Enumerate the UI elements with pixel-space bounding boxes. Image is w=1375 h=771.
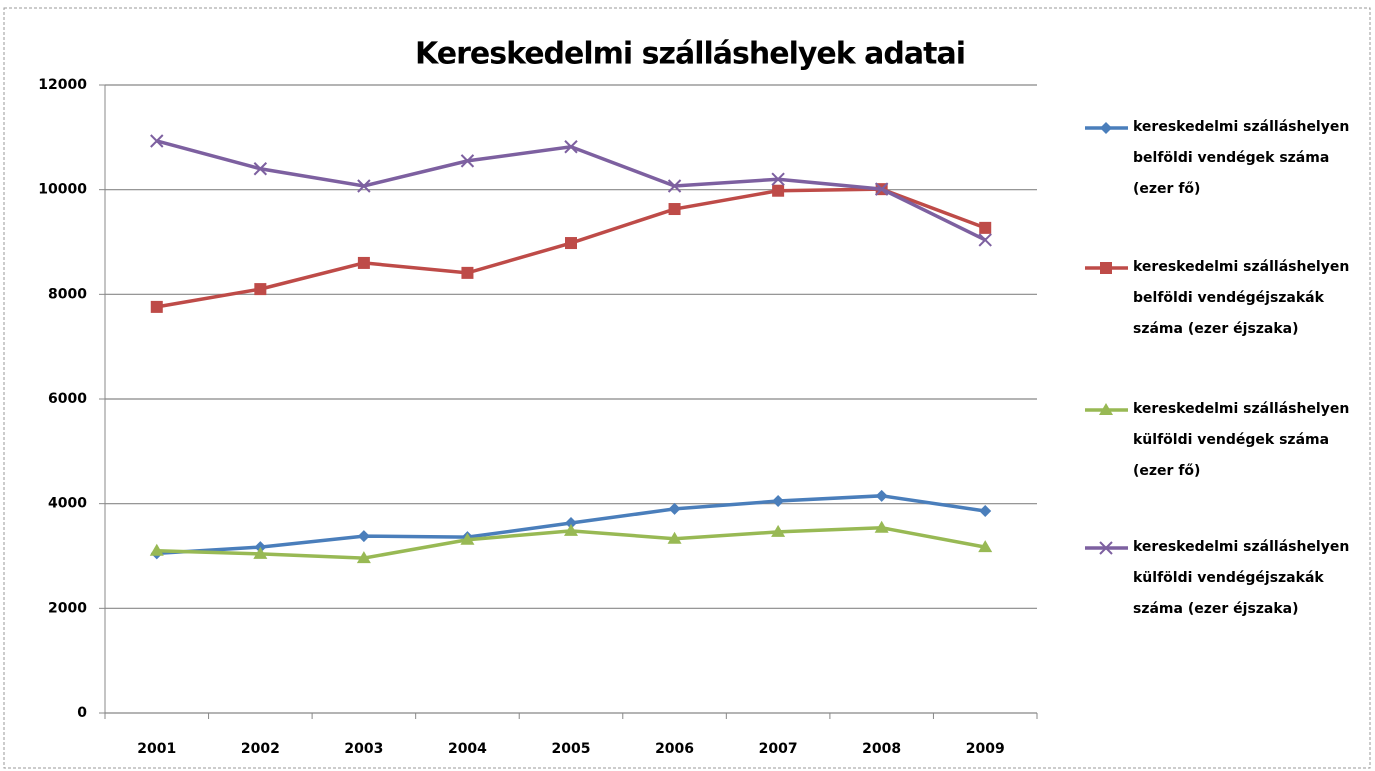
- point-marker: [772, 184, 785, 197]
- point-marker: [979, 504, 992, 517]
- point-marker: [460, 532, 475, 545]
- x-tick-label: 2002: [241, 741, 280, 757]
- chart-border: [3, 7, 1371, 769]
- point-marker: [461, 266, 474, 279]
- point-marker: [772, 495, 785, 508]
- legend-marker: [1099, 541, 1113, 555]
- point-marker: [667, 531, 682, 544]
- point-marker: [668, 502, 681, 515]
- point-marker: [565, 517, 577, 530]
- point-marker: [357, 530, 370, 543]
- y-tick-label: 8000: [48, 286, 87, 302]
- legend-marker: [1100, 262, 1112, 274]
- point-marker: [149, 543, 164, 556]
- x-tick-label: 2009: [966, 741, 1005, 757]
- point-marker: [150, 300, 163, 313]
- y-tick-label: 4000: [48, 496, 87, 512]
- y-tick-label: 6000: [48, 391, 87, 407]
- point-marker: [356, 551, 371, 564]
- point-marker: [357, 179, 371, 193]
- x-tick-label: 2001: [137, 741, 176, 757]
- legend-entry: kereskedelmi szálláshelyen külföldi vend…: [1133, 401, 1350, 479]
- point-marker: [875, 489, 888, 502]
- point-marker: [668, 203, 681, 216]
- point-marker: [564, 140, 578, 154]
- legend-entry: kereskedelmi szálláshelyen belföldi vend…: [1133, 259, 1350, 337]
- y-tick-label: 10000: [38, 182, 87, 198]
- x-tick-label: 2004: [448, 741, 487, 757]
- point-marker: [357, 256, 370, 269]
- point-marker: [771, 524, 786, 537]
- point-marker: [874, 520, 889, 533]
- point-marker: [874, 182, 889, 196]
- point-marker: [253, 162, 268, 176]
- y-tick-label: 12000: [38, 77, 87, 93]
- x-tick-label: 2005: [552, 741, 591, 757]
- y-tick-label: 0: [77, 705, 87, 721]
- legend-marker: [1100, 122, 1112, 134]
- x-tick-label: 2006: [655, 741, 694, 757]
- x-tick-label: 2007: [759, 741, 798, 757]
- point-marker: [253, 546, 268, 559]
- point-marker: [460, 154, 475, 168]
- y-tick-label: 2000: [48, 600, 87, 616]
- point-marker: [978, 233, 992, 247]
- legend-marker: [1099, 403, 1113, 415]
- legend-entry: kereskedelmi szálláshelyen külföldi vend…: [1133, 539, 1350, 617]
- point-marker: [667, 179, 682, 193]
- point-marker: [150, 134, 164, 148]
- point-marker: [979, 221, 992, 234]
- point-marker: [254, 283, 267, 296]
- point-marker: [565, 237, 577, 250]
- chart-title: Kereskedelmi szálláshelyek adatai: [415, 37, 965, 72]
- point-marker: [771, 172, 785, 186]
- point-marker: [978, 540, 993, 553]
- x-tick-label: 2008: [862, 741, 901, 757]
- x-tick-label: 2003: [344, 741, 383, 757]
- point-marker: [564, 523, 578, 536]
- legend-entry: kereskedelmi szálláshelyen belföldi vend…: [1133, 119, 1350, 197]
